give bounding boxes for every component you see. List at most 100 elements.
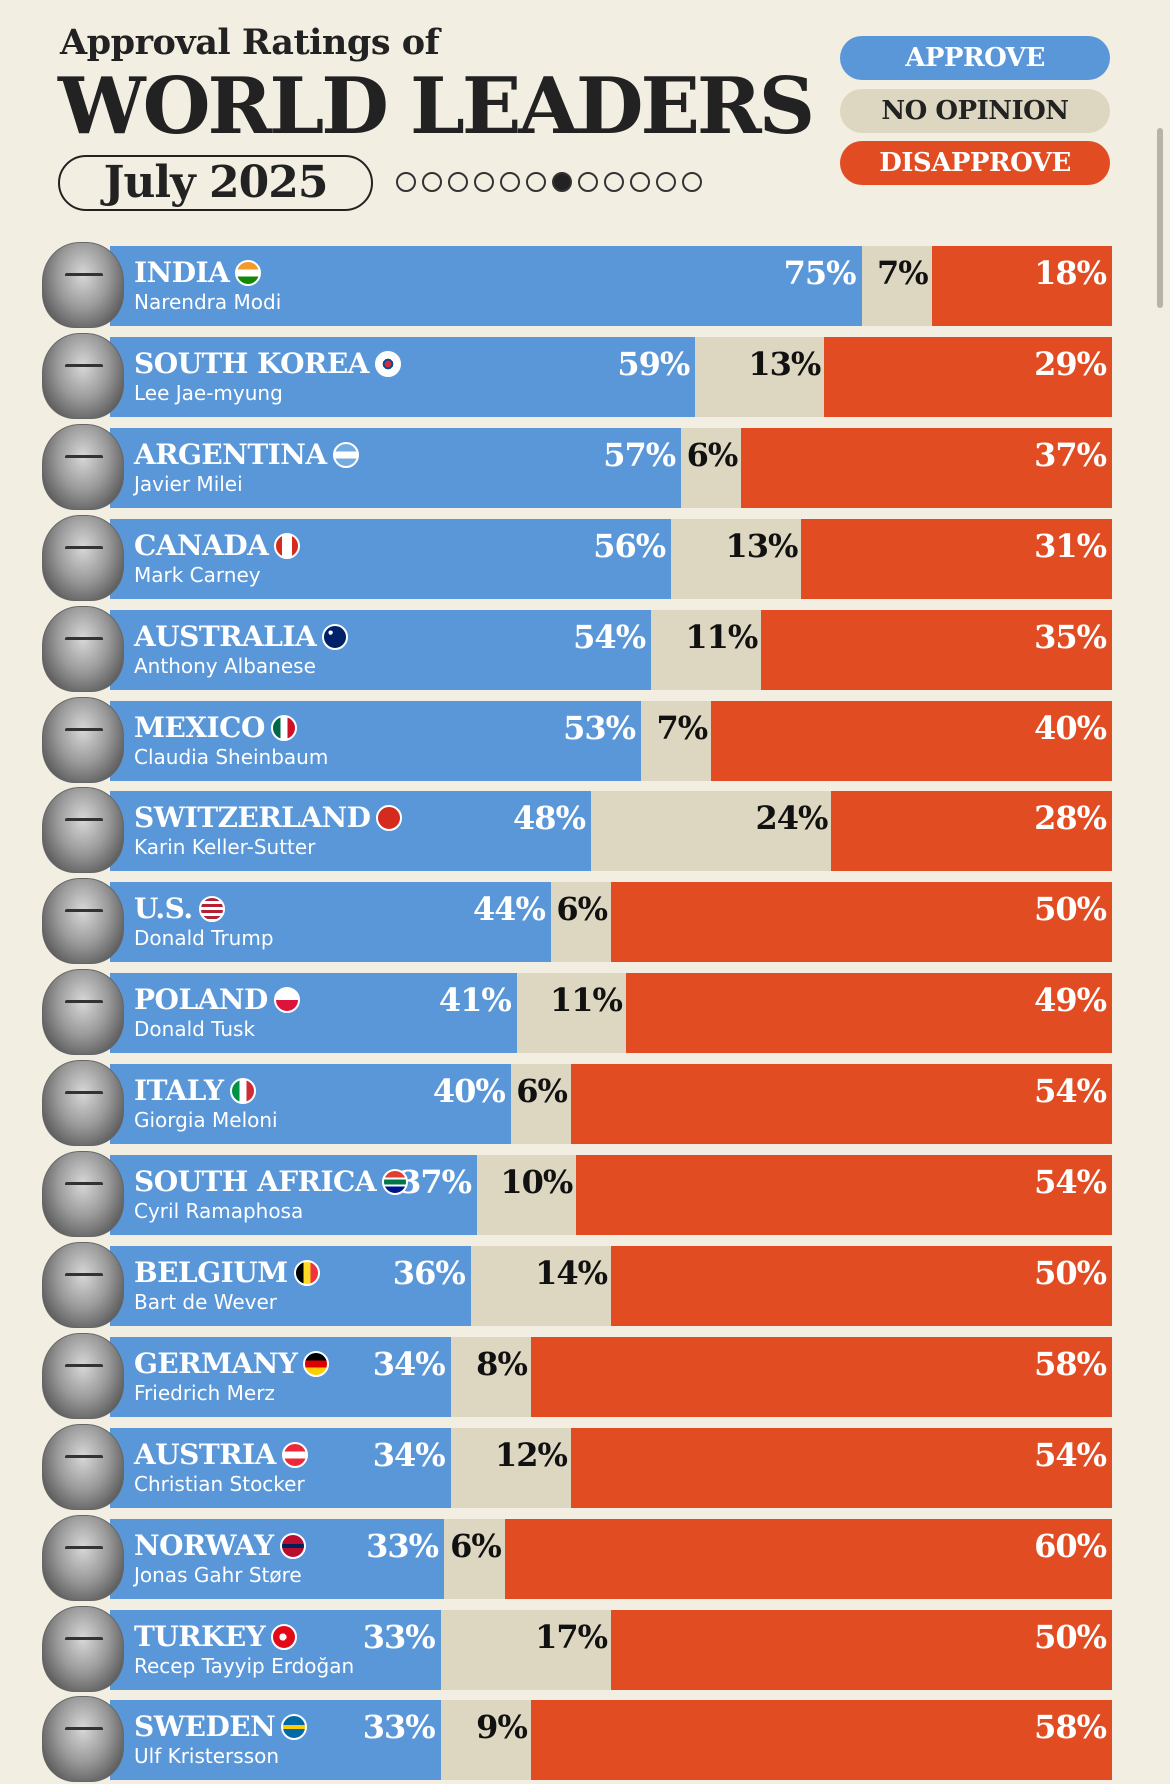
bar-row: 54% 11% 35%	[110, 610, 1112, 690]
page-dot[interactable]	[500, 172, 520, 192]
switzerland-flag-icon	[376, 804, 403, 831]
disapprove-value-label: 58%	[1034, 1345, 1107, 1383]
approve-value-label: 56%	[593, 527, 666, 565]
country-label: SOUTH KOREA	[134, 347, 401, 380]
disapprove-value-label: 40%	[1034, 709, 1107, 747]
country-name: BELGIUM	[134, 1256, 288, 1289]
leader-name: Karin Keller-Sutter	[134, 835, 316, 859]
bar-disapprove	[711, 701, 1112, 781]
bar-approve	[110, 337, 696, 417]
page-dot[interactable]	[422, 172, 442, 192]
bar-no-opinion	[516, 973, 626, 1053]
bar-approve	[110, 1519, 444, 1599]
leader-portrait	[42, 333, 124, 419]
no-opinion-value-label: 9%	[476, 1708, 528, 1746]
bar-disapprove	[931, 246, 1112, 326]
bar-row: 33% 6% 60%	[110, 1519, 1112, 1599]
leader-portrait	[42, 424, 124, 510]
bar-row: 41% 11% 49%	[110, 973, 1112, 1053]
page-dot[interactable]	[682, 172, 702, 192]
bar-approve	[110, 1155, 478, 1235]
approve-value-label: 37%	[399, 1163, 472, 1201]
no-opinion-value-label: 8%	[476, 1345, 528, 1383]
country-label: AUSTRIA	[134, 1438, 308, 1471]
leader-portrait	[42, 606, 124, 692]
bar-approve	[110, 1700, 441, 1780]
legend-no-opinion: NO OPINION	[840, 89, 1110, 133]
leader-name: Mark Carney	[134, 563, 261, 587]
south-africa-flag-icon	[382, 1168, 409, 1195]
bar-disapprove	[570, 1428, 1112, 1508]
germany-flag-icon	[303, 1350, 330, 1377]
page-dot[interactable]	[604, 172, 624, 192]
austria-flag-icon	[281, 1441, 308, 1468]
chart-subtitle: Approval Ratings of	[60, 22, 440, 63]
leader-portrait	[42, 787, 124, 873]
india-flag-icon	[235, 259, 262, 286]
page-dot[interactable]	[448, 172, 468, 192]
bar-row: 36% 14% 50%	[110, 1246, 1112, 1326]
no-opinion-value-label: 6%	[686, 436, 739, 474]
pagination-dots[interactable]	[396, 172, 702, 198]
leader-portrait	[42, 878, 124, 964]
bar-disapprove	[831, 791, 1112, 871]
bar-disapprove	[741, 428, 1112, 508]
country-name: SOUTH KOREA	[134, 347, 369, 380]
leader-portrait	[42, 1696, 124, 1782]
country-name: U.S.	[134, 892, 193, 925]
chart-title: WORLD LEADERS	[58, 61, 815, 152]
country-label: TURKEY	[134, 1620, 298, 1653]
approve-value-label: 33%	[362, 1618, 436, 1656]
bar-approve	[110, 1064, 511, 1144]
no-opinion-value-label: 13%	[725, 527, 798, 565]
leader-name: Lee Jae-myung	[134, 381, 283, 405]
south-korea-flag-icon	[374, 350, 401, 377]
no-opinion-value-label: 13%	[748, 345, 821, 383]
bar-approve	[110, 701, 642, 781]
bar-disapprove	[611, 882, 1112, 962]
disapprove-value-label: 54%	[1034, 1072, 1107, 1110]
no-opinion-value-label: 12%	[494, 1436, 568, 1474]
page-dot[interactable]	[526, 172, 546, 192]
page-dot-active[interactable]	[552, 172, 572, 192]
leader-name: Cyril Ramaphosa	[134, 1199, 304, 1223]
approve-value-label: 41%	[438, 981, 512, 1019]
disapprove-value-label: 50%	[1034, 1254, 1107, 1292]
approve-value-label: 40%	[432, 1072, 506, 1110]
approve-value-label: 54%	[573, 618, 646, 656]
country-label: GERMANY	[134, 1347, 330, 1380]
country-label: SOUTH AFRICA	[134, 1165, 409, 1198]
no-opinion-value-label: 7%	[876, 254, 929, 292]
leader-name: Donald Tusk	[134, 1017, 256, 1041]
leader-name: Jonas Gahr Støre	[134, 1563, 302, 1587]
country-label: ITALY	[134, 1074, 256, 1107]
date-badge: July 2025	[58, 155, 373, 211]
bar-disapprove	[824, 337, 1112, 417]
page-dot[interactable]	[656, 172, 676, 192]
belgium-flag-icon	[293, 1259, 320, 1286]
no-opinion-value-label: 10%	[500, 1163, 573, 1201]
approve-value-label: 59%	[617, 345, 690, 383]
approve-value-label: 48%	[513, 799, 586, 837]
approve-value-label: 53%	[563, 709, 636, 747]
page-dot[interactable]	[630, 172, 650, 192]
page-dot[interactable]	[396, 172, 416, 192]
turkey-flag-icon	[271, 1623, 298, 1650]
leader-name: Recep Tayyip Erdoğan	[134, 1654, 355, 1678]
leader-portrait	[42, 1515, 124, 1601]
disapprove-value-label: 50%	[1034, 890, 1107, 928]
scrollbar[interactable]	[1157, 128, 1163, 308]
bar-approve	[110, 1246, 471, 1326]
page-dot[interactable]	[474, 172, 494, 192]
bar-disapprove	[761, 610, 1112, 690]
bar-row: 34% 8% 58%	[110, 1337, 1112, 1417]
page-dot[interactable]	[578, 172, 598, 192]
bar-no-opinion	[590, 791, 832, 871]
leader-portrait	[42, 1242, 124, 1328]
bar-disapprove	[611, 1246, 1112, 1326]
bar-no-opinion	[861, 246, 932, 326]
leader-name: Bart de Wever	[134, 1290, 278, 1314]
country-name: AUSTRALIA	[134, 620, 317, 653]
bar-disapprove	[625, 973, 1112, 1053]
